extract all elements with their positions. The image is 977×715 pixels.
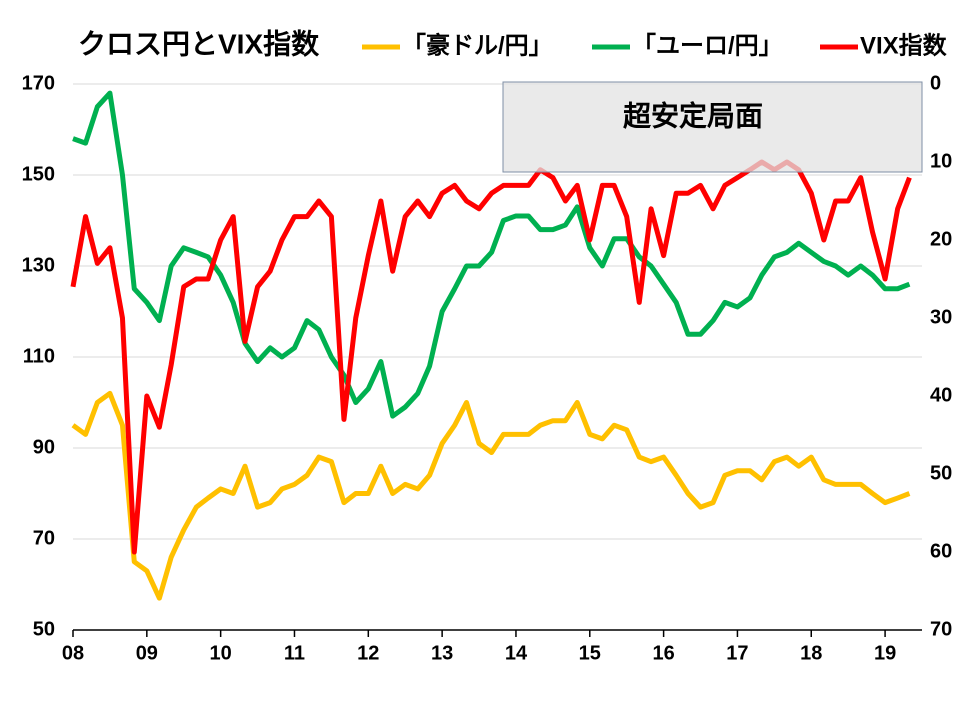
x-tick-label: 15: [579, 642, 601, 664]
x-tick-label: 14: [505, 642, 528, 664]
y2-tick-label: 0: [930, 72, 941, 94]
y2-tick-label: 50: [930, 462, 952, 484]
x-tick-label: 09: [136, 642, 158, 664]
y-tick-label: 170: [22, 72, 55, 94]
chart-title: クロス円とVIX指数: [78, 28, 320, 59]
x-tick-label: 08: [62, 642, 84, 664]
y2-tick-label: 40: [930, 384, 952, 406]
y-tick-label: 70: [33, 527, 55, 549]
annotation-text: 超安定局面: [623, 99, 763, 131]
y2-tick-label: 60: [930, 540, 952, 562]
y-tick-label: 130: [22, 254, 55, 276]
legend-label: 「ユーロ/円」: [632, 31, 783, 59]
x-tick-label: 16: [652, 642, 674, 664]
y-tick-label: 110: [23, 345, 55, 367]
annotation-box: [502, 81, 923, 173]
y-tick-label: 90: [33, 436, 55, 458]
legend-label: 「豪ドル/円」: [402, 31, 553, 59]
x-tick-label: 10: [210, 642, 232, 664]
y-tick-label: 150: [22, 163, 55, 185]
y2-tick-label: 70: [930, 618, 952, 640]
y-tick-label: 50: [33, 618, 55, 640]
x-tick-label: 13: [431, 642, 453, 664]
x-tick-label: 18: [800, 642, 822, 664]
y2-tick-label: 30: [930, 306, 952, 328]
y2-tick-label: 20: [930, 228, 952, 250]
x-tick-label: 12: [357, 642, 379, 664]
y2-tick-label: 10: [930, 150, 952, 172]
x-tick-label: 19: [874, 642, 896, 664]
series-line: [71, 390, 911, 601]
x-tick-label: 11: [284, 642, 305, 664]
x-tick-label: 17: [726, 642, 748, 664]
legend-label: VIX指数: [860, 32, 948, 59]
